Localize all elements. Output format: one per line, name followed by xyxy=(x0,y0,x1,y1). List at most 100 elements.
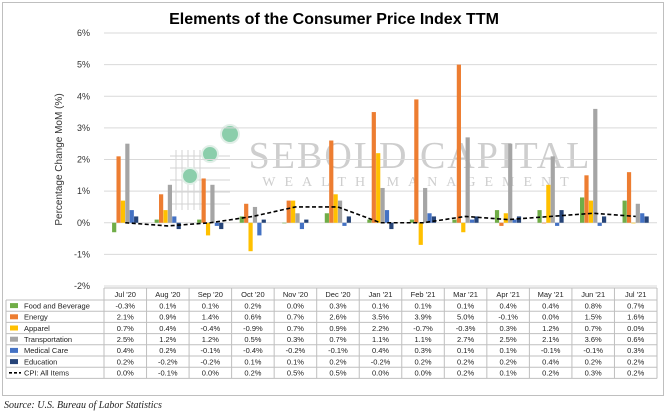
bar-education-12 xyxy=(644,216,649,223)
bar-food-and-beverage-12 xyxy=(622,200,627,223)
bar-apparel-3 xyxy=(248,222,253,252)
data-label: 0.4% xyxy=(159,324,176,333)
bar-education-4 xyxy=(304,219,309,223)
data-label: 0.2% xyxy=(500,357,517,366)
bar-transportation-5 xyxy=(337,200,343,223)
bar-energy-2 xyxy=(201,178,206,223)
y-tick-label: 1% xyxy=(77,186,90,196)
bar-medical-care-7 xyxy=(427,213,432,223)
bar-energy-1 xyxy=(159,194,164,223)
bar-energy-6 xyxy=(371,112,376,223)
bar-transportation-12 xyxy=(635,203,640,223)
data-label: 0.1% xyxy=(202,301,219,310)
legend-swatch-education xyxy=(10,359,18,365)
data-label: 0.0% xyxy=(627,324,644,333)
legend-swatch-energy xyxy=(10,314,18,320)
bar-food-and-beverage-9 xyxy=(494,210,500,223)
data-label: 2.5% xyxy=(117,335,134,344)
data-label: 2.6% xyxy=(329,313,346,322)
data-label: -0.2% xyxy=(158,357,178,366)
data-label: 0.5% xyxy=(244,335,261,344)
data-label: 0.1% xyxy=(500,369,517,378)
data-label: 1.2% xyxy=(202,335,219,344)
data-label: 0.7% xyxy=(329,335,346,344)
bar-education-11 xyxy=(601,216,607,223)
x-tick-label: May '21 xyxy=(538,290,564,299)
legend-swatch-medical-care xyxy=(10,347,18,353)
data-label: 0.2% xyxy=(457,357,474,366)
bar-transportation-3 xyxy=(252,206,258,223)
bar-medical-care-8 xyxy=(469,219,475,223)
bar-apparel-2 xyxy=(205,222,211,236)
data-label: 3.5% xyxy=(372,313,389,322)
bar-medical-care-12 xyxy=(640,213,645,223)
bar-food-and-beverage-10 xyxy=(537,210,542,223)
y-tick-label: 2% xyxy=(77,155,90,165)
data-label: 1.2% xyxy=(542,324,559,333)
watermark-line1: SEBOLD CAPITAL xyxy=(249,135,592,177)
bar-transportation-2 xyxy=(210,184,215,223)
data-label: -0.4% xyxy=(243,346,263,355)
data-label: 0.2% xyxy=(457,369,474,378)
data-label: 0.1% xyxy=(457,346,474,355)
legend-swatch-apparel xyxy=(10,325,18,331)
data-label: 0.4% xyxy=(117,346,134,355)
data-label: 0.0% xyxy=(202,369,219,378)
bar-education-5 xyxy=(346,216,351,223)
bar-food-and-beverage-11 xyxy=(580,197,585,223)
bar-apparel-5 xyxy=(333,194,338,223)
data-label: 0.1% xyxy=(500,346,517,355)
bar-education-1 xyxy=(176,222,181,230)
data-label: 5.0% xyxy=(457,313,474,322)
bar-transportation-9 xyxy=(508,143,513,223)
bar-medical-care-1 xyxy=(172,216,177,223)
bar-energy-7 xyxy=(414,99,419,223)
bar-apparel-6 xyxy=(376,153,381,223)
bar-apparel-11 xyxy=(588,200,593,223)
y-tick-label: 5% xyxy=(77,60,90,70)
data-label: 0.1% xyxy=(244,357,261,366)
y-tick-label: 4% xyxy=(77,91,90,101)
data-label: 0.1% xyxy=(372,301,389,310)
chart-title: Elements of the Consumer Price Index TTM xyxy=(169,11,499,28)
x-tick-label: Sep '20 xyxy=(198,290,223,299)
data-label: 0.8% xyxy=(585,301,602,310)
bar-apparel-9 xyxy=(503,213,508,223)
bar-education-2 xyxy=(219,222,224,230)
data-label: 2.2% xyxy=(372,324,389,333)
legend-label-transportation: Transportation xyxy=(24,335,72,344)
data-label: 0.2% xyxy=(244,369,261,378)
data-label: 0.4% xyxy=(500,301,517,310)
data-label: -0.4% xyxy=(201,324,221,333)
data-label: 1.5% xyxy=(585,313,602,322)
data-label: -0.1% xyxy=(201,346,221,355)
data-label: 0.3% xyxy=(414,346,431,355)
data-label: -0.2% xyxy=(286,346,306,355)
bar-education-6 xyxy=(389,222,394,230)
x-tick-label: Oct '20 xyxy=(241,290,265,299)
data-label: 0.1% xyxy=(159,301,176,310)
legend-label-apparel: Apparel xyxy=(24,324,50,333)
data-label: 0.3% xyxy=(500,324,517,333)
bar-energy-3 xyxy=(244,203,249,223)
bar-transportation-4 xyxy=(295,213,300,223)
data-label: 0.4% xyxy=(542,357,559,366)
data-label: 0.3% xyxy=(287,335,304,344)
data-label: -0.1% xyxy=(498,313,518,322)
data-label: 0.7% xyxy=(287,313,304,322)
data-label: 2.5% xyxy=(500,335,517,344)
bar-education-9 xyxy=(516,216,522,223)
bar-education-8 xyxy=(474,216,479,223)
data-label: 0.2% xyxy=(585,357,602,366)
data-label: 0.6% xyxy=(244,313,261,322)
bar-medical-care-2 xyxy=(214,222,219,226)
y-tick-label: 0% xyxy=(77,218,90,228)
bar-energy-11 xyxy=(584,175,589,223)
data-label: 2.7% xyxy=(457,335,474,344)
bar-medical-care-3 xyxy=(257,222,262,236)
data-label: -0.9% xyxy=(243,324,263,333)
bar-apparel-8 xyxy=(461,222,466,233)
bar-transportation-0 xyxy=(125,143,130,223)
data-label: 0.7% xyxy=(287,324,304,333)
